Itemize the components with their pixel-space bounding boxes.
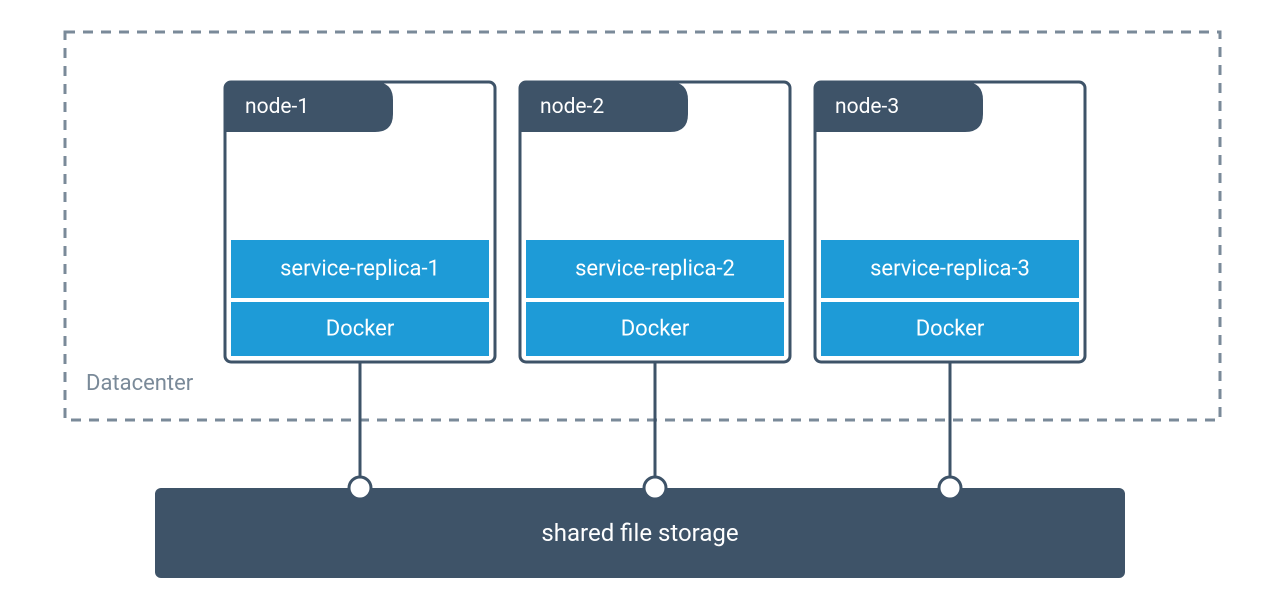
connector-endpoint [939, 477, 961, 499]
node-tab-label: node-1 [245, 95, 309, 119]
node-2: node-2 service-replica-2 Docker [520, 82, 790, 362]
datacenter-label: Datacenter [86, 371, 194, 396]
architecture-diagram: Datacenter shared file storage node-1 servi… [0, 0, 1284, 602]
docker-label: Docker [621, 317, 690, 342]
service-label: service-replica-3 [870, 257, 1030, 282]
service-label: service-replica-2 [575, 257, 735, 282]
node-tab-label: node-3 [835, 95, 899, 119]
connector-endpoint [349, 477, 371, 499]
docker-label: Docker [916, 317, 985, 342]
node-tab-label: node-2 [540, 95, 604, 119]
docker-label: Docker [326, 317, 395, 342]
connector-endpoint [644, 477, 666, 499]
storage-label: shared file storage [541, 519, 738, 547]
service-label: service-replica-1 [280, 257, 440, 282]
node-1: node-1 service-replica-1 Docker [225, 82, 495, 362]
node-3: node-3 service-replica-3 Docker [815, 82, 1085, 362]
